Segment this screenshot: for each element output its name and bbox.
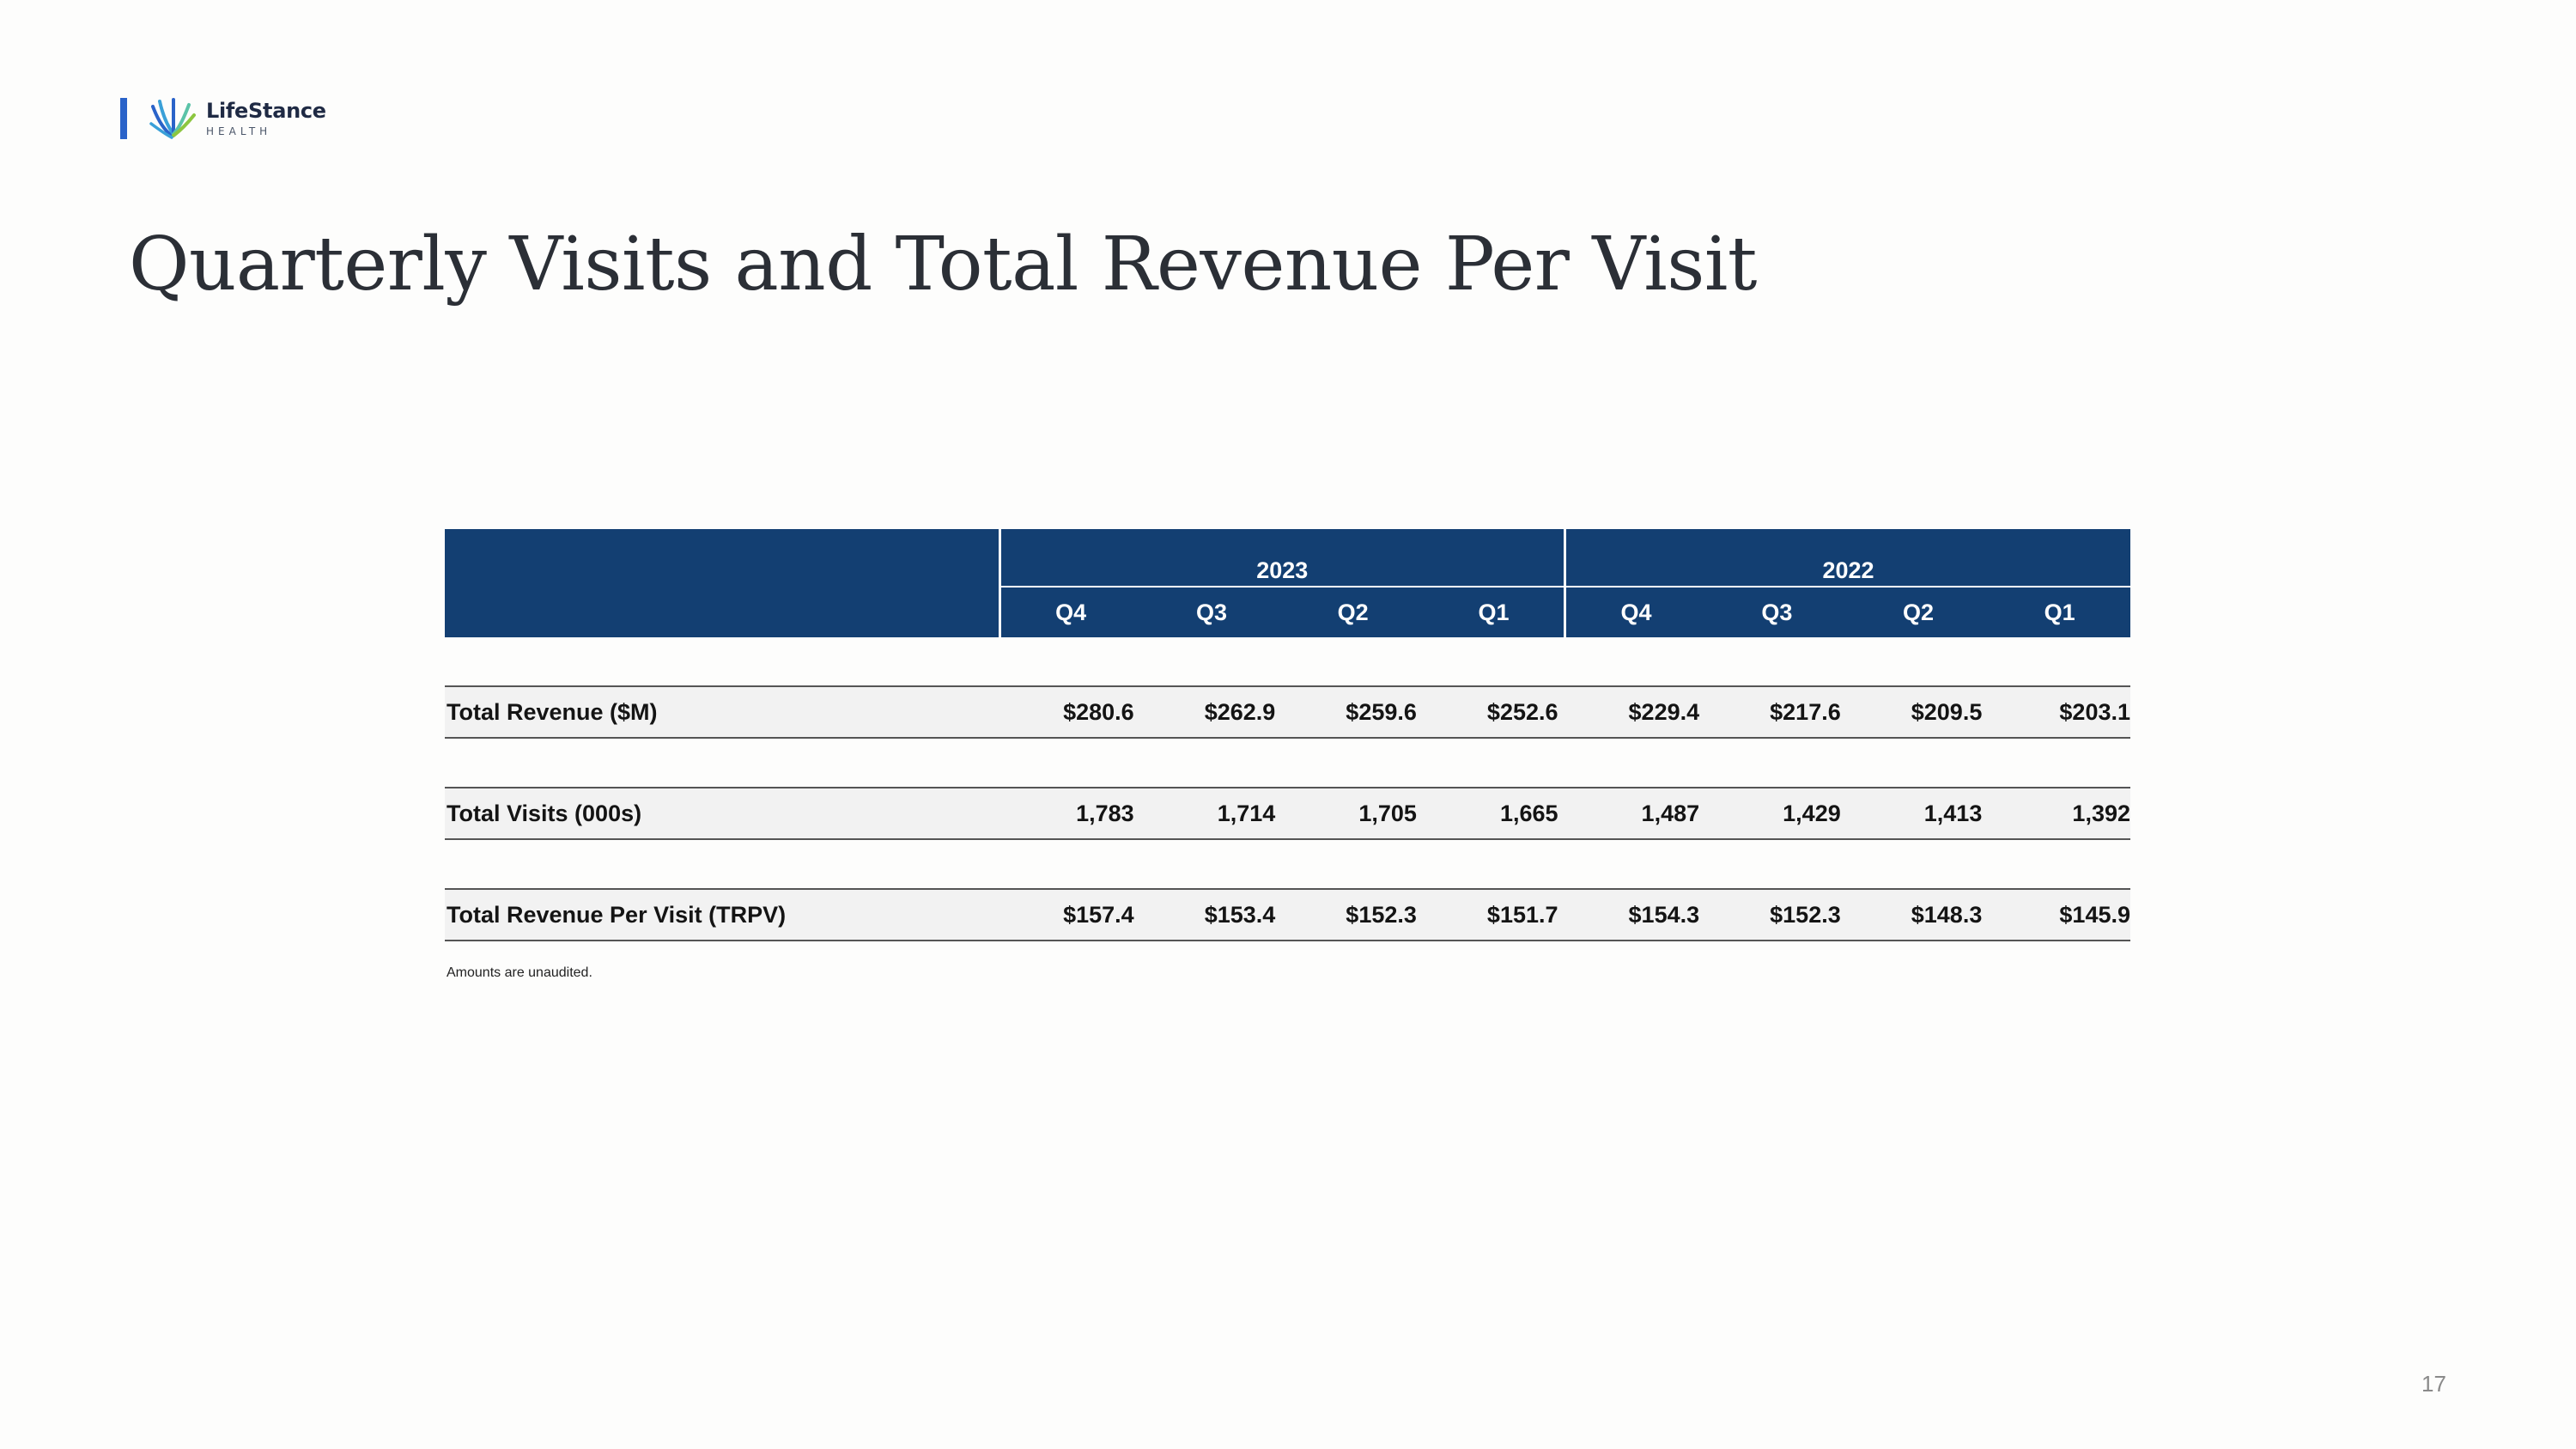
table-cell: $148.3 bbox=[1847, 888, 1990, 941]
table-cell: $151.7 bbox=[1423, 888, 1565, 941]
row-label: Total Visits (000s) bbox=[445, 787, 1000, 840]
quarter-header: Q4 bbox=[1564, 587, 1707, 637]
page-number: 17 bbox=[2421, 1371, 2446, 1397]
table-cell: $153.4 bbox=[1140, 888, 1283, 941]
table-row-total-revenue: Total Revenue ($M) $280.6 $262.9 $259.6 … bbox=[445, 685, 2130, 739]
page-title: Quarterly Visits and Total Revenue Per V… bbox=[129, 222, 1758, 307]
table-cell: $262.9 bbox=[1140, 685, 1283, 739]
logo-accent-bar bbox=[120, 98, 127, 139]
lifestance-logo-icon bbox=[149, 98, 196, 139]
table-cell: $217.6 bbox=[1706, 685, 1848, 739]
quarter-header: Q4 bbox=[998, 587, 1141, 637]
quarter-header: Q2 bbox=[1847, 587, 1990, 637]
table-cell: 1,714 bbox=[1140, 787, 1283, 840]
table-cell: $252.6 bbox=[1423, 685, 1565, 739]
footnote: Amounts are unaudited. bbox=[447, 965, 592, 980]
table-cell: 1,665 bbox=[1423, 787, 1565, 840]
table-cell: 1,429 bbox=[1706, 787, 1848, 840]
table-cell: 1,413 bbox=[1847, 787, 1990, 840]
table-cell: $229.4 bbox=[1564, 685, 1707, 739]
table-cell: $152.3 bbox=[1706, 888, 1848, 941]
table-cell: $152.3 bbox=[1282, 888, 1424, 941]
table-cell: $280.6 bbox=[999, 685, 1141, 739]
visits-revenue-table: 2023 2022 Q4 Q3 Q2 Q1 Q4 Q3 Q2 Q1 Total … bbox=[445, 529, 2130, 941]
quarter-header: Q1 bbox=[1989, 587, 2130, 637]
year-header-2023: 2023 bbox=[998, 529, 1565, 588]
row-label: Total Revenue ($M) bbox=[445, 685, 1000, 739]
table-cell: $154.3 bbox=[1564, 888, 1707, 941]
brand-name: LifeStance bbox=[206, 99, 326, 123]
quarter-header: Q3 bbox=[1706, 587, 1848, 637]
table-cell: 1,392 bbox=[1989, 787, 2130, 840]
header-blank-cell bbox=[445, 529, 1000, 637]
quarter-header: Q2 bbox=[1282, 587, 1424, 637]
table-cell: $203.1 bbox=[1989, 685, 2130, 739]
quarter-header: Q3 bbox=[1140, 587, 1283, 637]
year-header-2022: 2022 bbox=[1564, 529, 2130, 588]
table-cell: $157.4 bbox=[999, 888, 1141, 941]
visits-revenue-table-container: 2023 2022 Q4 Q3 Q2 Q1 Q4 Q3 Q2 Q1 Total … bbox=[445, 529, 2130, 941]
brand-subtitle: HEALTH bbox=[206, 125, 272, 137]
quarter-header: Q1 bbox=[1423, 587, 1565, 637]
table-cell: 1,783 bbox=[999, 787, 1141, 840]
table-cell: $259.6 bbox=[1282, 685, 1424, 739]
table-cell: $145.9 bbox=[1989, 888, 2130, 941]
table-row-trpv: Total Revenue Per Visit (TRPV) $157.4 $1… bbox=[445, 888, 2130, 941]
row-label: Total Revenue Per Visit (TRPV) bbox=[445, 888, 1000, 941]
table-cell: 1,487 bbox=[1564, 787, 1707, 840]
table-cell: $209.5 bbox=[1847, 685, 1990, 739]
table-row-total-visits: Total Visits (000s) 1,783 1,714 1,705 1,… bbox=[445, 787, 2130, 840]
brand-logo: LifeStance HEALTH bbox=[120, 94, 326, 143]
table-cell: 1,705 bbox=[1282, 787, 1424, 840]
